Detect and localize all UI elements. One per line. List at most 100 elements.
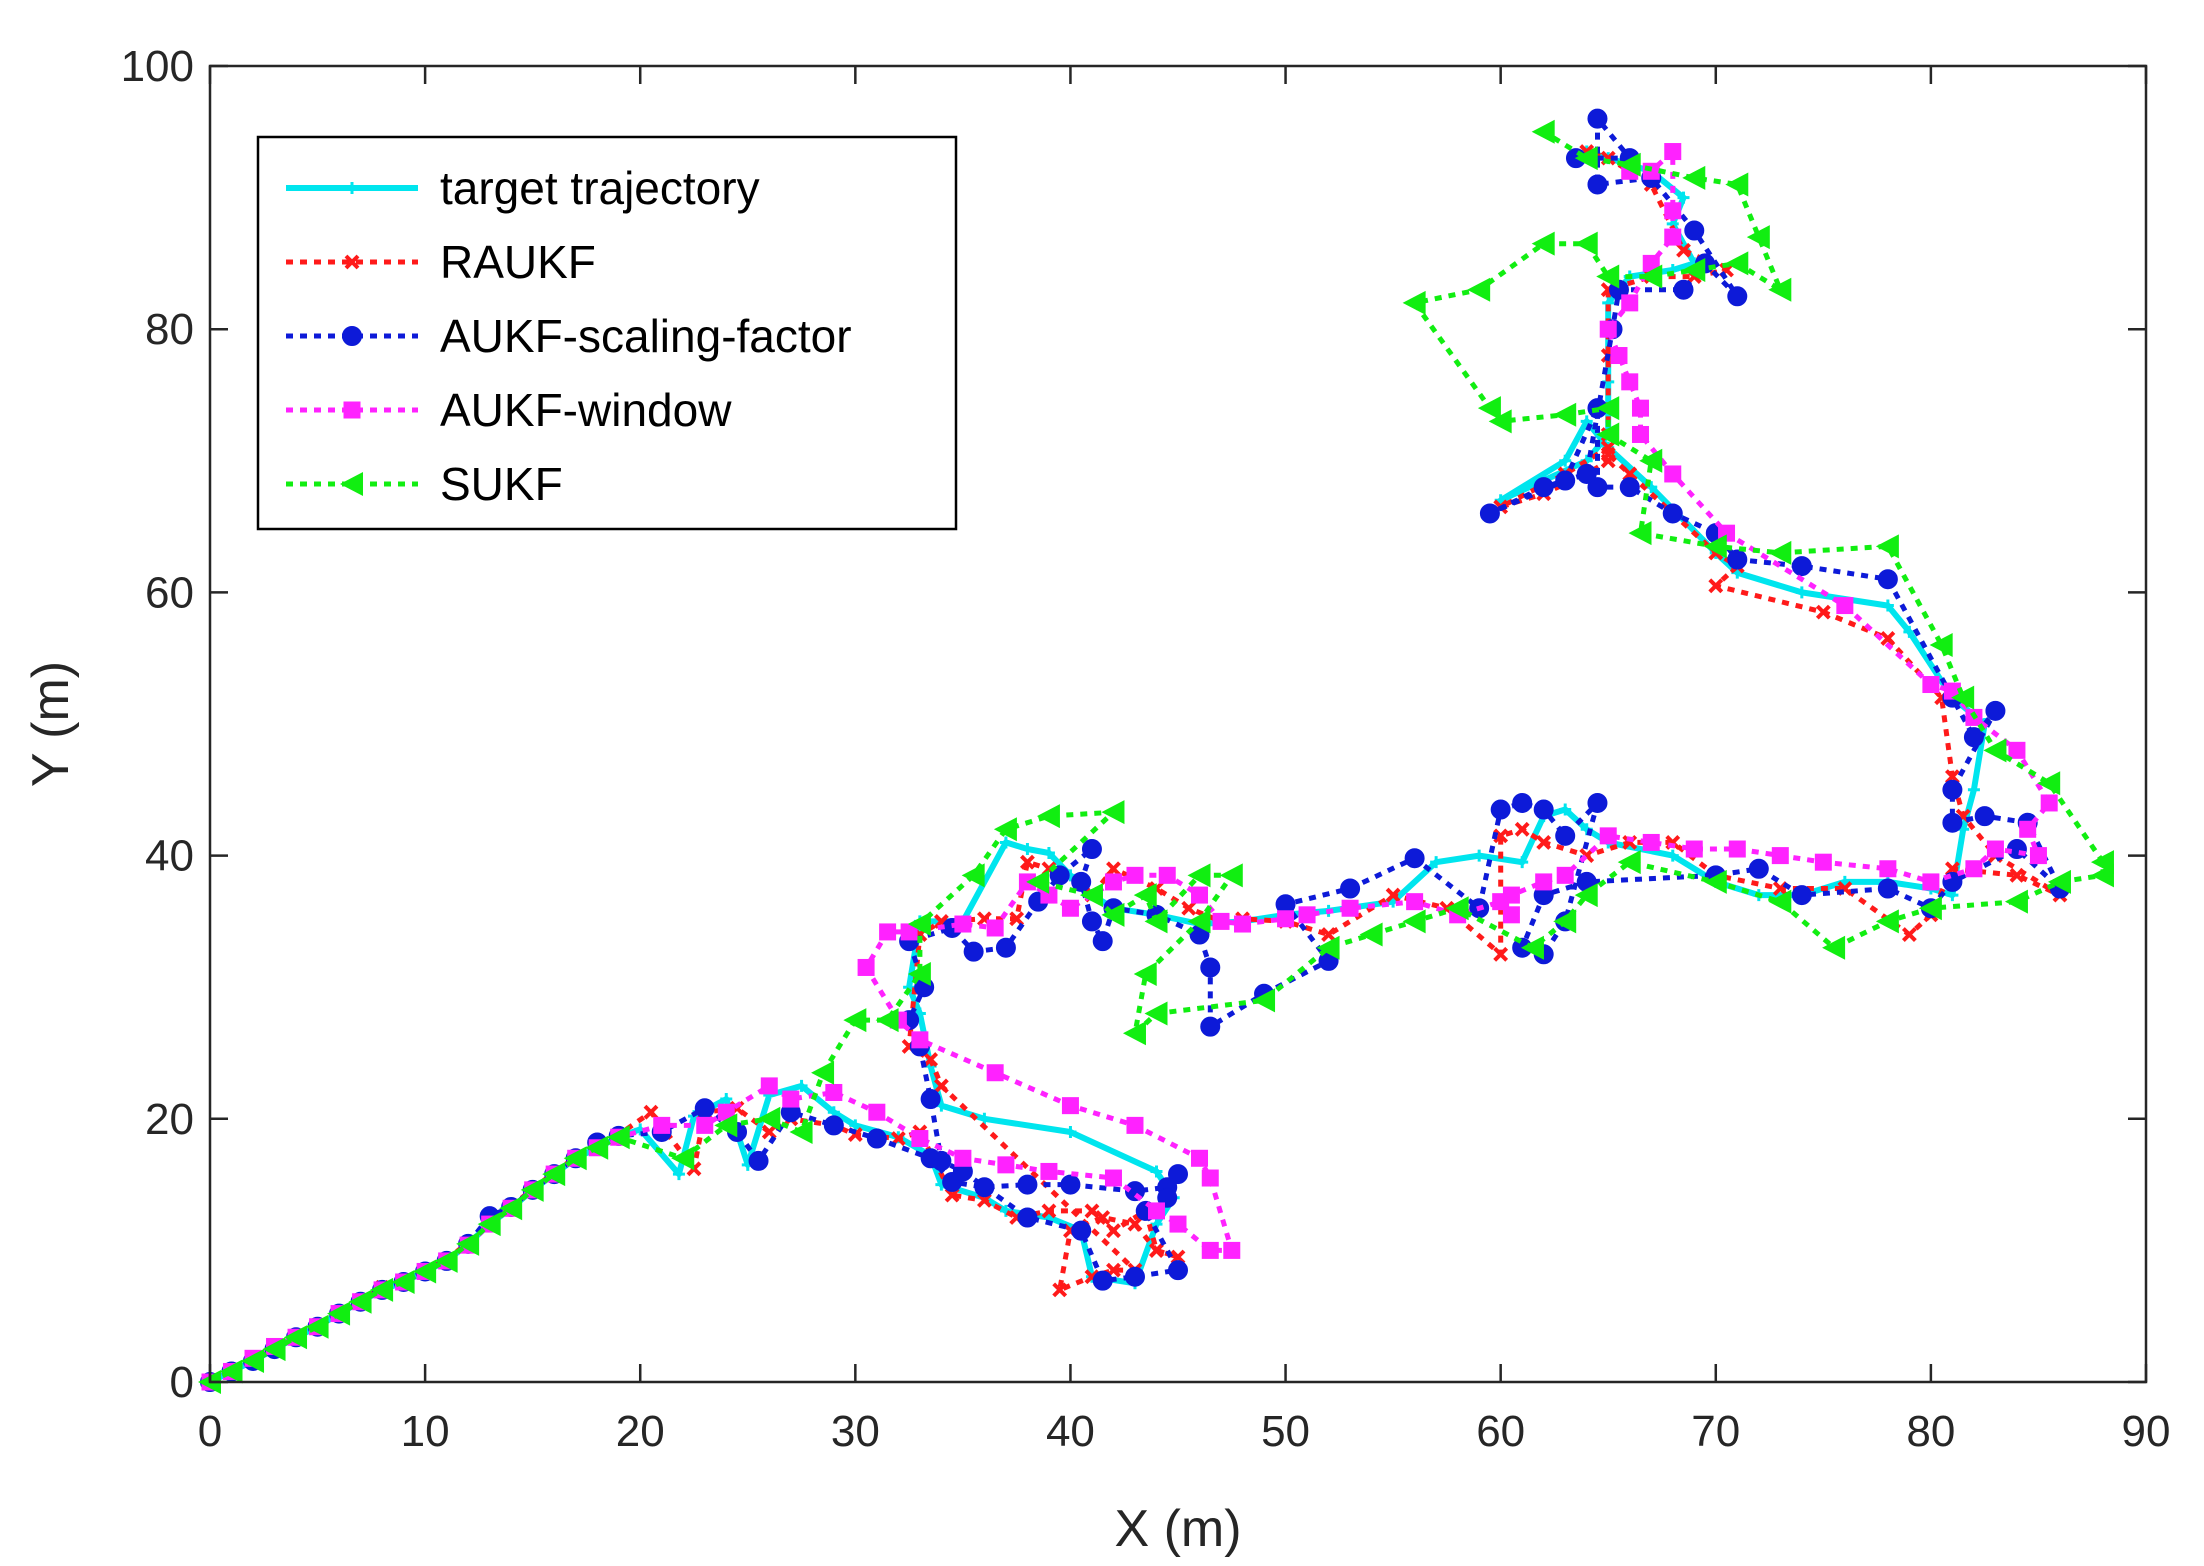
x-axis-title: X (m) xyxy=(1114,1500,1241,1558)
data-point xyxy=(789,1119,813,1144)
data-point xyxy=(1596,396,1620,421)
data-point xyxy=(2037,771,2061,796)
data-point xyxy=(1026,869,1050,894)
data-point xyxy=(1150,1165,1163,1178)
data-point xyxy=(1200,1016,1221,1037)
data-point xyxy=(1158,866,1176,884)
data-point xyxy=(348,1289,372,1314)
data-point xyxy=(563,1146,587,1171)
data-point xyxy=(1181,900,1197,916)
data-point xyxy=(1040,1162,1058,1180)
x-tick-label: 20 xyxy=(616,1407,665,1456)
data-point xyxy=(1639,448,1663,473)
data-point xyxy=(961,863,985,888)
data-point xyxy=(879,923,897,941)
data-point xyxy=(954,1149,972,1167)
x-tick-label: 40 xyxy=(1046,1407,1095,1456)
data-point xyxy=(1553,909,1577,934)
legend-marker xyxy=(343,401,361,419)
data-point xyxy=(1555,470,1576,491)
data-point xyxy=(1725,251,1749,276)
data-point xyxy=(1918,896,1942,921)
data-point xyxy=(1621,373,1639,391)
ticks-layer: 0 10 20 30 40 50 60 70 80 90 0 20 40 60 80 100 xyxy=(121,42,2171,1456)
data-point xyxy=(262,1337,286,1362)
y-tick-label: 100 xyxy=(121,42,194,91)
data-point xyxy=(434,1248,458,1273)
data-point xyxy=(1168,1164,1188,1185)
data-point xyxy=(2009,867,2025,883)
data-point xyxy=(2047,869,2071,894)
data-point xyxy=(1600,440,1616,456)
data-point xyxy=(1922,873,1940,891)
legend-label: SUKF xyxy=(440,458,563,510)
x-tick-label: 60 xyxy=(1476,1407,1525,1456)
x-tick-label: 30 xyxy=(831,1407,880,1456)
data-point xyxy=(1703,869,1727,894)
data-point xyxy=(1169,1215,1187,1233)
data-point xyxy=(606,1125,630,1150)
data-point xyxy=(520,1177,544,1202)
data-point xyxy=(1836,597,1854,615)
data-point xyxy=(1081,839,1102,860)
data-point xyxy=(1746,225,1770,250)
y-tick-label: 60 xyxy=(145,568,194,617)
data-point xyxy=(1822,935,1846,960)
data-point xyxy=(986,919,1004,937)
data-point xyxy=(391,1269,415,1294)
data-point xyxy=(760,1077,778,1095)
data-point xyxy=(1555,825,1576,846)
data-point xyxy=(911,1130,929,1148)
data-point xyxy=(2090,850,2114,875)
y-tick-label: 80 xyxy=(145,305,194,354)
data-point xyxy=(1587,792,1608,813)
data-point xyxy=(1553,402,1577,427)
data-point xyxy=(643,1104,659,1120)
data-point xyxy=(978,1112,991,1125)
data-point xyxy=(1574,146,1598,171)
data-point xyxy=(1664,228,1682,246)
data-point xyxy=(1574,883,1598,908)
data-point xyxy=(857,958,875,976)
data-point xyxy=(1201,1169,1219,1187)
data-point xyxy=(1875,909,1899,934)
data-point xyxy=(1219,863,1243,888)
data-point xyxy=(1922,676,1940,694)
data-point xyxy=(1081,911,1102,932)
data-point xyxy=(1559,454,1572,467)
data-point xyxy=(1493,946,1509,962)
data-point xyxy=(1903,625,1916,638)
data-point xyxy=(1576,463,1597,484)
data-point xyxy=(477,1212,501,1237)
data-point xyxy=(1662,503,1683,524)
x-tick-label: 10 xyxy=(401,1407,450,1456)
data-point xyxy=(1600,453,1616,469)
data-point xyxy=(1212,912,1230,930)
data-point xyxy=(1234,915,1252,933)
data-point xyxy=(1673,279,1694,300)
data-point xyxy=(1596,422,1620,447)
data-point xyxy=(241,1348,265,1373)
data-point xyxy=(1556,866,1574,884)
data-point xyxy=(1929,633,1953,658)
legend-label: target trajectory xyxy=(440,162,760,214)
data-point xyxy=(1664,202,1682,220)
data-point xyxy=(1642,254,1660,272)
data-point xyxy=(1682,165,1706,190)
data-point xyxy=(305,1314,329,1339)
data-point xyxy=(1514,821,1530,837)
data-point xyxy=(1052,1282,1068,1298)
data-point xyxy=(717,1103,735,1121)
data-point xyxy=(993,817,1017,842)
data-point xyxy=(1201,1241,1219,1259)
data-point xyxy=(1493,828,1509,844)
data-point xyxy=(672,1168,685,1181)
data-point xyxy=(1676,242,1691,258)
data-point xyxy=(1060,1174,1081,1195)
data-point xyxy=(1341,899,1359,917)
data-point xyxy=(1473,849,1486,862)
data-point xyxy=(1071,1220,1092,1241)
data-point xyxy=(284,1325,308,1350)
data-point xyxy=(1126,866,1144,884)
